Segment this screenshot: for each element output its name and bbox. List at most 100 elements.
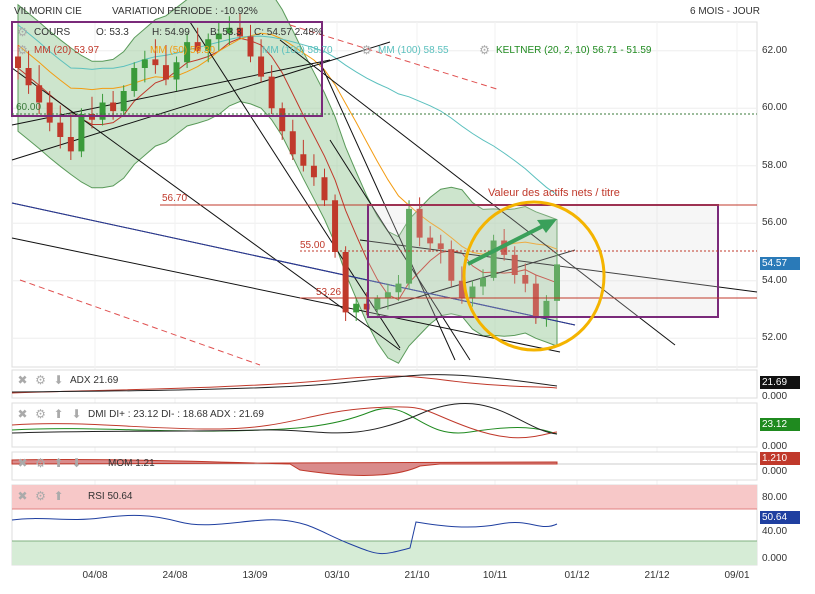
candle-body <box>353 303 360 313</box>
dmi-label: DMI DI+ : 23.12 DI- : 18.68 ADX : 21.69 <box>88 409 264 420</box>
candle-body <box>57 122 64 137</box>
candle-body <box>363 303 370 310</box>
move-up-icon[interactable]: ⬆ <box>53 407 64 421</box>
candle-body <box>469 286 476 298</box>
y-tick-label: 56.00 <box>762 217 788 229</box>
close-icon[interactable]: ✖ <box>17 456 28 470</box>
close-icon[interactable]: ✖ <box>17 489 28 503</box>
ohlc-close: C: 54.57 2.48% <box>254 27 323 38</box>
candle-body <box>268 76 275 109</box>
move-up-icon[interactable]: ⬆ <box>53 456 64 470</box>
level-label-5500: 55.00 <box>300 240 326 251</box>
settings-icon[interactable]: ⚙ <box>35 456 46 470</box>
candle-body <box>78 114 85 152</box>
settings-icon[interactable]: ⚙ <box>35 489 46 503</box>
settings-icon[interactable]: ⚙ <box>35 373 46 387</box>
mom-zero: 0.000 <box>762 466 788 477</box>
rsi-line <box>11 514 558 554</box>
trend-line <box>11 237 561 353</box>
rsi-overbought <box>12 485 757 509</box>
close-icon[interactable]: ✖ <box>17 407 28 421</box>
trend-line <box>189 21 401 349</box>
mm100a-label: MM (100) 58.70 <box>262 45 333 56</box>
candle-body <box>437 243 444 250</box>
candle-body <box>406 208 413 284</box>
mm100b-label: MM (100) 58.55 <box>378 45 449 56</box>
candle-body <box>152 59 159 66</box>
y-tick-label: 62.00 <box>762 44 788 56</box>
candle-body <box>310 165 317 178</box>
close-icon[interactable]: ✖ <box>17 373 28 387</box>
x-tick-label: 09/01 <box>724 570 750 581</box>
candle-body <box>480 277 487 287</box>
candle-body <box>448 249 455 281</box>
move-up-icon[interactable]: ⬆ <box>53 489 64 503</box>
adx-line-2 <box>11 374 558 393</box>
settings-icon[interactable]: ⚙ <box>361 43 372 57</box>
cours-label: COURS <box>34 27 71 38</box>
mom-label: MOM 1.21 <box>108 458 155 469</box>
candle-body <box>543 300 550 319</box>
adx-label: ADX 21.69 <box>70 375 119 386</box>
adx-line-1 <box>11 375 558 394</box>
ohlc-high: H: 54.99 <box>152 27 190 38</box>
candle-body <box>395 283 402 293</box>
candle-body <box>300 154 307 166</box>
consolidation-box-left <box>11 21 323 117</box>
settings-icon[interactable]: ⚙ <box>35 407 46 421</box>
candle-body <box>289 131 296 155</box>
trend-arrow-head <box>537 219 557 233</box>
y-tick-label: 52.00 <box>762 332 788 344</box>
instrument-title: VILMORIN CIE <box>14 6 82 17</box>
candle-body <box>110 102 117 112</box>
period-selector[interactable]: 6 MOIS - JOUR <box>690 6 761 17</box>
settings-icon[interactable]: ⚙ <box>17 43 28 57</box>
dmi-plus <box>11 407 558 435</box>
candle-body <box>279 108 286 132</box>
settings-icon[interactable]: ⚙ <box>479 43 490 57</box>
trend-line <box>279 39 676 346</box>
level-label-5326: 53.26 <box>316 287 342 298</box>
candle-body <box>458 280 465 298</box>
candle-body <box>67 137 74 152</box>
settings-icon[interactable]: ⚙ <box>17 25 28 39</box>
dmi-tag: 23.12 <box>760 418 800 431</box>
rsi-tag: 50.64 <box>760 511 800 524</box>
candle-body <box>162 65 169 80</box>
dmi-minus <box>11 406 558 439</box>
mm100-line <box>17 24 558 196</box>
x-tick-label: 24/08 <box>162 570 188 581</box>
candle-body <box>15 56 21 68</box>
adx-panel <box>11 369 758 399</box>
trend-line-red <box>19 279 261 366</box>
x-tick-label: 21/10 <box>404 570 430 581</box>
move-down-icon[interactable]: ⬇ <box>71 456 82 470</box>
candle-body <box>215 33 222 40</box>
x-tick-label: 21/12 <box>644 570 670 581</box>
candle-body <box>490 240 497 278</box>
candle-body <box>46 102 53 123</box>
candle-body <box>374 298 381 310</box>
trend-line-blue <box>11 202 576 326</box>
x-tick-label: 10/11 <box>482 570 508 581</box>
trend-line <box>11 41 391 161</box>
trend-line-red <box>289 24 501 91</box>
candle-body <box>532 283 539 319</box>
ohlc-low: B: 53.3 <box>210 27 242 38</box>
period-variation: VARIATION PERIODE : -10.92% <box>112 6 258 17</box>
y-tick-label: 54.00 <box>762 274 788 286</box>
rsi-mid: 40.00 <box>762 526 788 537</box>
ohlc-open: O: 53.3 <box>96 27 129 38</box>
candle-body <box>416 208 423 238</box>
move-down-icon[interactable]: ⬇ <box>53 373 64 387</box>
move-down-icon[interactable]: ⬇ <box>71 407 82 421</box>
candle-body <box>321 177 328 201</box>
candles <box>15 13 560 327</box>
candle-body <box>25 68 32 86</box>
trend-line <box>319 61 456 361</box>
candle-body <box>236 27 243 37</box>
candle-body <box>184 42 191 63</box>
candle-body <box>332 200 339 252</box>
level-label-5670: 56.70 <box>162 193 188 204</box>
